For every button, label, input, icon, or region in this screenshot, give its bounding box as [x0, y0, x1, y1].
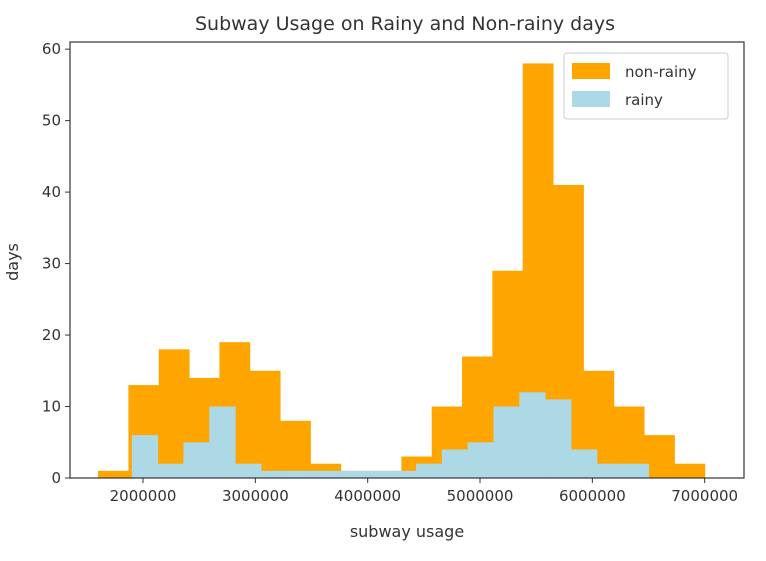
- legend-label-non-rainy: non-rainy: [625, 63, 697, 81]
- x-tick-label: 3000000: [222, 487, 289, 505]
- x-tick-label: 6000000: [559, 487, 626, 505]
- y-tick-label: 60: [42, 40, 61, 58]
- x-axis-ticks: 2000000 3000000 4000000 5000000 6000000 70000…: [110, 478, 738, 505]
- rainy-bar: [545, 399, 572, 478]
- rainy-bar: [467, 442, 494, 478]
- non-rainy-bar: [98, 470, 129, 478]
- rainy-bar: [364, 470, 391, 478]
- x-tick-label: 4000000: [334, 487, 401, 505]
- y-axis-ticks: 0 10 20 30 40 50 60: [42, 40, 70, 487]
- rainy-bar: [235, 463, 262, 478]
- legend: non-rainy rainy: [563, 52, 729, 120]
- y-tick-label: 0: [51, 469, 61, 487]
- x-tick-label: 2000000: [110, 487, 177, 505]
- rainy-bar: [131, 435, 159, 478]
- x-axis-title: subway usage: [350, 522, 464, 541]
- y-tick-label: 30: [42, 255, 61, 273]
- non-rainy-bar: [674, 463, 706, 478]
- rainy-bar: [571, 449, 598, 478]
- rainy-bars: [131, 392, 650, 478]
- rainy-bar: [493, 406, 520, 478]
- rainy-bar: [338, 470, 365, 478]
- x-tick-label: 7000000: [671, 487, 738, 505]
- y-axis-title: days: [3, 243, 22, 281]
- rainy-bar: [441, 449, 469, 478]
- rainy-bar: [183, 442, 210, 478]
- plot-frame: [69, 41, 745, 479]
- legend-swatch-non-rainy: [572, 63, 610, 79]
- x-tick-label: 5000000: [447, 487, 514, 505]
- non-rainy-bar: [280, 420, 311, 478]
- rainy-bar: [390, 470, 417, 478]
- y-tick-label: 50: [42, 112, 61, 130]
- y-tick-label: 10: [42, 398, 61, 416]
- non-rainy-bars: [98, 63, 706, 479]
- rainy-bar: [209, 406, 236, 478]
- legend-swatch-rainy: [572, 91, 610, 107]
- y-tick-label: 20: [42, 326, 61, 344]
- rainy-bar: [157, 463, 184, 478]
- rainy-bar: [622, 463, 650, 478]
- rainy-bar: [519, 392, 546, 478]
- non-rainy-bar: [249, 370, 281, 478]
- rainy-bar: [415, 463, 443, 478]
- non-rainy-bar: [644, 435, 675, 478]
- legend-label-rainy: rainy: [625, 91, 663, 109]
- rainy-bar: [312, 470, 339, 478]
- y-tick-label: 40: [42, 183, 61, 201]
- rainy-bar: [596, 463, 624, 478]
- rainy-bar: [260, 470, 288, 478]
- chart-title: Subway Usage on Rainy and Non-rainy days: [195, 13, 615, 35]
- rainy-bar: [286, 470, 314, 478]
